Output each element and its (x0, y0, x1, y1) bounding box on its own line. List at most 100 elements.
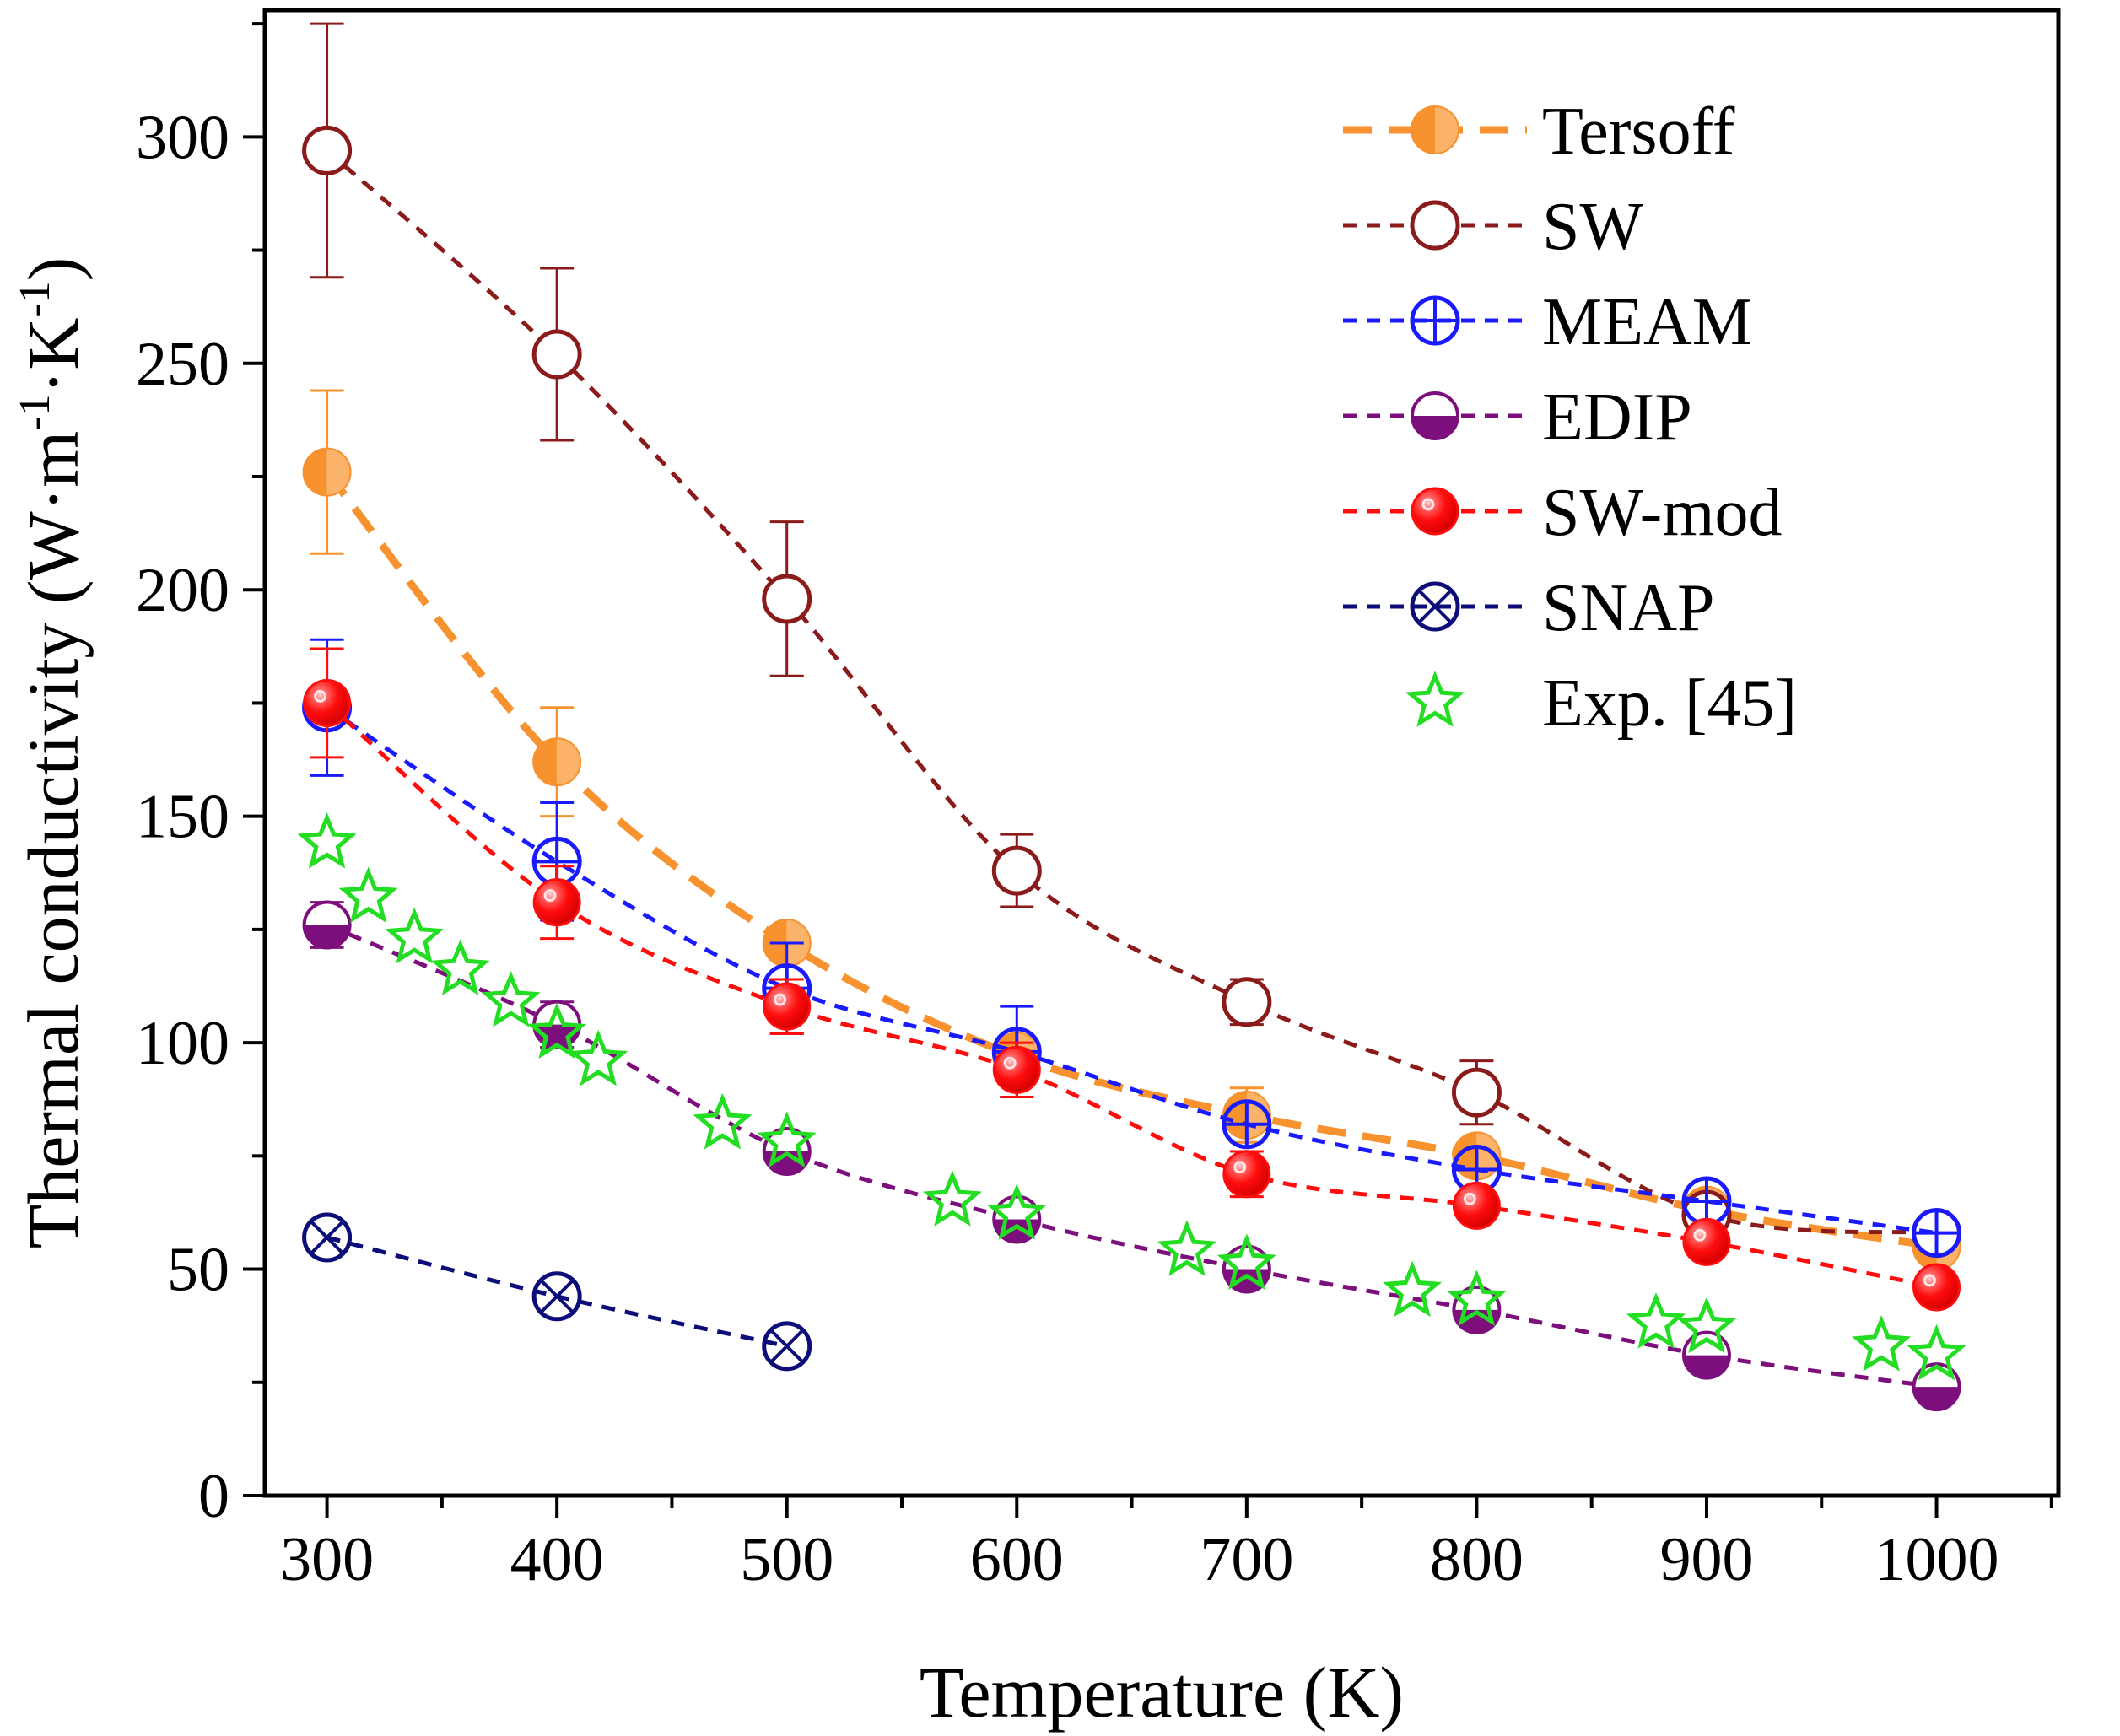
data-point (1452, 1181, 1501, 1230)
data-point (922, 1170, 982, 1227)
data-point (1157, 1220, 1216, 1276)
y-tick-label: 50 (167, 1236, 229, 1305)
y-tick-label: 300 (136, 103, 229, 172)
legend-item: Tersoff (1343, 94, 1735, 169)
legend-label: MEAM (1542, 285, 1752, 359)
data-point (302, 900, 352, 950)
x-tick-label: 800 (1430, 1525, 1524, 1594)
data-point (569, 1029, 628, 1086)
y-axis: 0 50 100 150 200 250 300 (136, 22, 265, 1531)
data-point (1907, 1324, 1966, 1381)
data-point (1852, 1315, 1912, 1372)
y-title-superscript: -1 (11, 281, 59, 317)
plot-area (262, 8, 2061, 1498)
legend-marker (1411, 391, 1459, 440)
series-line (326, 705, 1937, 1236)
data-point (338, 866, 398, 924)
data-point (763, 982, 812, 1031)
y-tick-label: 250 (136, 330, 229, 399)
series-line (326, 1235, 788, 1349)
data-point (531, 1271, 582, 1322)
data-point (302, 1212, 353, 1263)
data-point (1912, 1263, 1961, 1312)
x-tick-label: 900 (1659, 1525, 1753, 1594)
data-point (297, 812, 357, 869)
data-point (532, 878, 581, 927)
legend-item: SW-mod (1343, 476, 1782, 550)
legend-marker (1411, 487, 1459, 536)
data-point (1626, 1292, 1686, 1349)
x-tick-label: 500 (740, 1525, 833, 1594)
data-point (385, 907, 445, 964)
series-sw-mod (303, 647, 1961, 1312)
data-point (762, 1321, 812, 1372)
legend-label: SW (1542, 190, 1643, 264)
data-point (1222, 1099, 1272, 1150)
legend-item: MEAM (1343, 285, 1752, 359)
x-axis: 300 400 500 600 700 800 900 1000 (280, 1496, 2053, 1594)
y-title-part: Thermal conductivity (W·m (13, 431, 94, 1249)
data-point (531, 329, 582, 380)
y-tick-label: 150 (136, 783, 229, 852)
x-tick-label: 700 (1200, 1525, 1293, 1594)
x-tick-label: 300 (280, 1525, 374, 1594)
data-point (1222, 977, 1272, 1027)
data-point (1682, 1217, 1731, 1266)
data-point (302, 447, 352, 497)
data-point (1222, 1150, 1271, 1199)
series-edip (302, 900, 1961, 1412)
x-tick-label: 600 (970, 1525, 1064, 1594)
legend-item: SNAP (1343, 571, 1715, 645)
legend-item: Exp. [45] (1405, 666, 1797, 741)
data-point (991, 845, 1042, 896)
legend-marker (1405, 671, 1465, 727)
legend-marker (1410, 200, 1460, 251)
legend-label: SW-mod (1542, 476, 1782, 550)
x-tick-label: 1000 (1875, 1525, 1999, 1594)
y-title-part: ) (13, 257, 94, 282)
data-point (1216, 1233, 1276, 1290)
data-point (1681, 1176, 1732, 1227)
data-point (302, 125, 353, 175)
y-title-superscript: -1 (11, 394, 59, 430)
legend-marker (1411, 105, 1459, 154)
series-layer (297, 22, 1966, 1412)
legend: Tersoff SW MEAM EDIP SW-mod SNAP Exp. [45] (1343, 94, 1797, 741)
data-point (992, 1045, 1041, 1094)
legend-label: Exp. [45] (1542, 666, 1797, 741)
y-tick-label: 0 (198, 1462, 229, 1531)
series-line (325, 701, 1938, 1290)
data-point (1451, 1067, 1502, 1118)
legend-marker (1410, 295, 1460, 346)
series-snap (302, 1212, 812, 1372)
data-point (693, 1092, 753, 1150)
legend-marker (1410, 581, 1460, 632)
data-point (757, 1111, 817, 1168)
data-point (481, 970, 541, 1027)
data-point (532, 737, 582, 787)
legend-label: Tersoff (1542, 94, 1735, 169)
x-axis-title: Temperature (K) (920, 1652, 1404, 1733)
y-axis-title: Thermal conductivity (W·m-1·K-1) (11, 257, 94, 1249)
data-point (762, 574, 812, 624)
data-point (1676, 1297, 1736, 1354)
data-point (1681, 1330, 1731, 1380)
legend-item: SW (1343, 190, 1643, 264)
data-point (1383, 1260, 1443, 1318)
legend-item: EDIP (1343, 380, 1692, 455)
data-point (303, 678, 352, 727)
plot-frame-border (262, 8, 2061, 1498)
data-point (987, 1183, 1047, 1240)
series-exp-45 (297, 812, 1966, 1381)
legend-label: SNAP (1542, 571, 1715, 645)
x-tick-label: 400 (510, 1525, 604, 1594)
y-tick-label: 200 (136, 556, 229, 625)
data-point (1447, 1270, 1507, 1326)
y-tick-label: 100 (136, 1009, 229, 1078)
data-point (527, 1002, 587, 1059)
legend-label: EDIP (1542, 380, 1692, 455)
data-point (430, 939, 490, 995)
y-title-part: ·K (13, 318, 94, 395)
data-point (1912, 1208, 1962, 1259)
